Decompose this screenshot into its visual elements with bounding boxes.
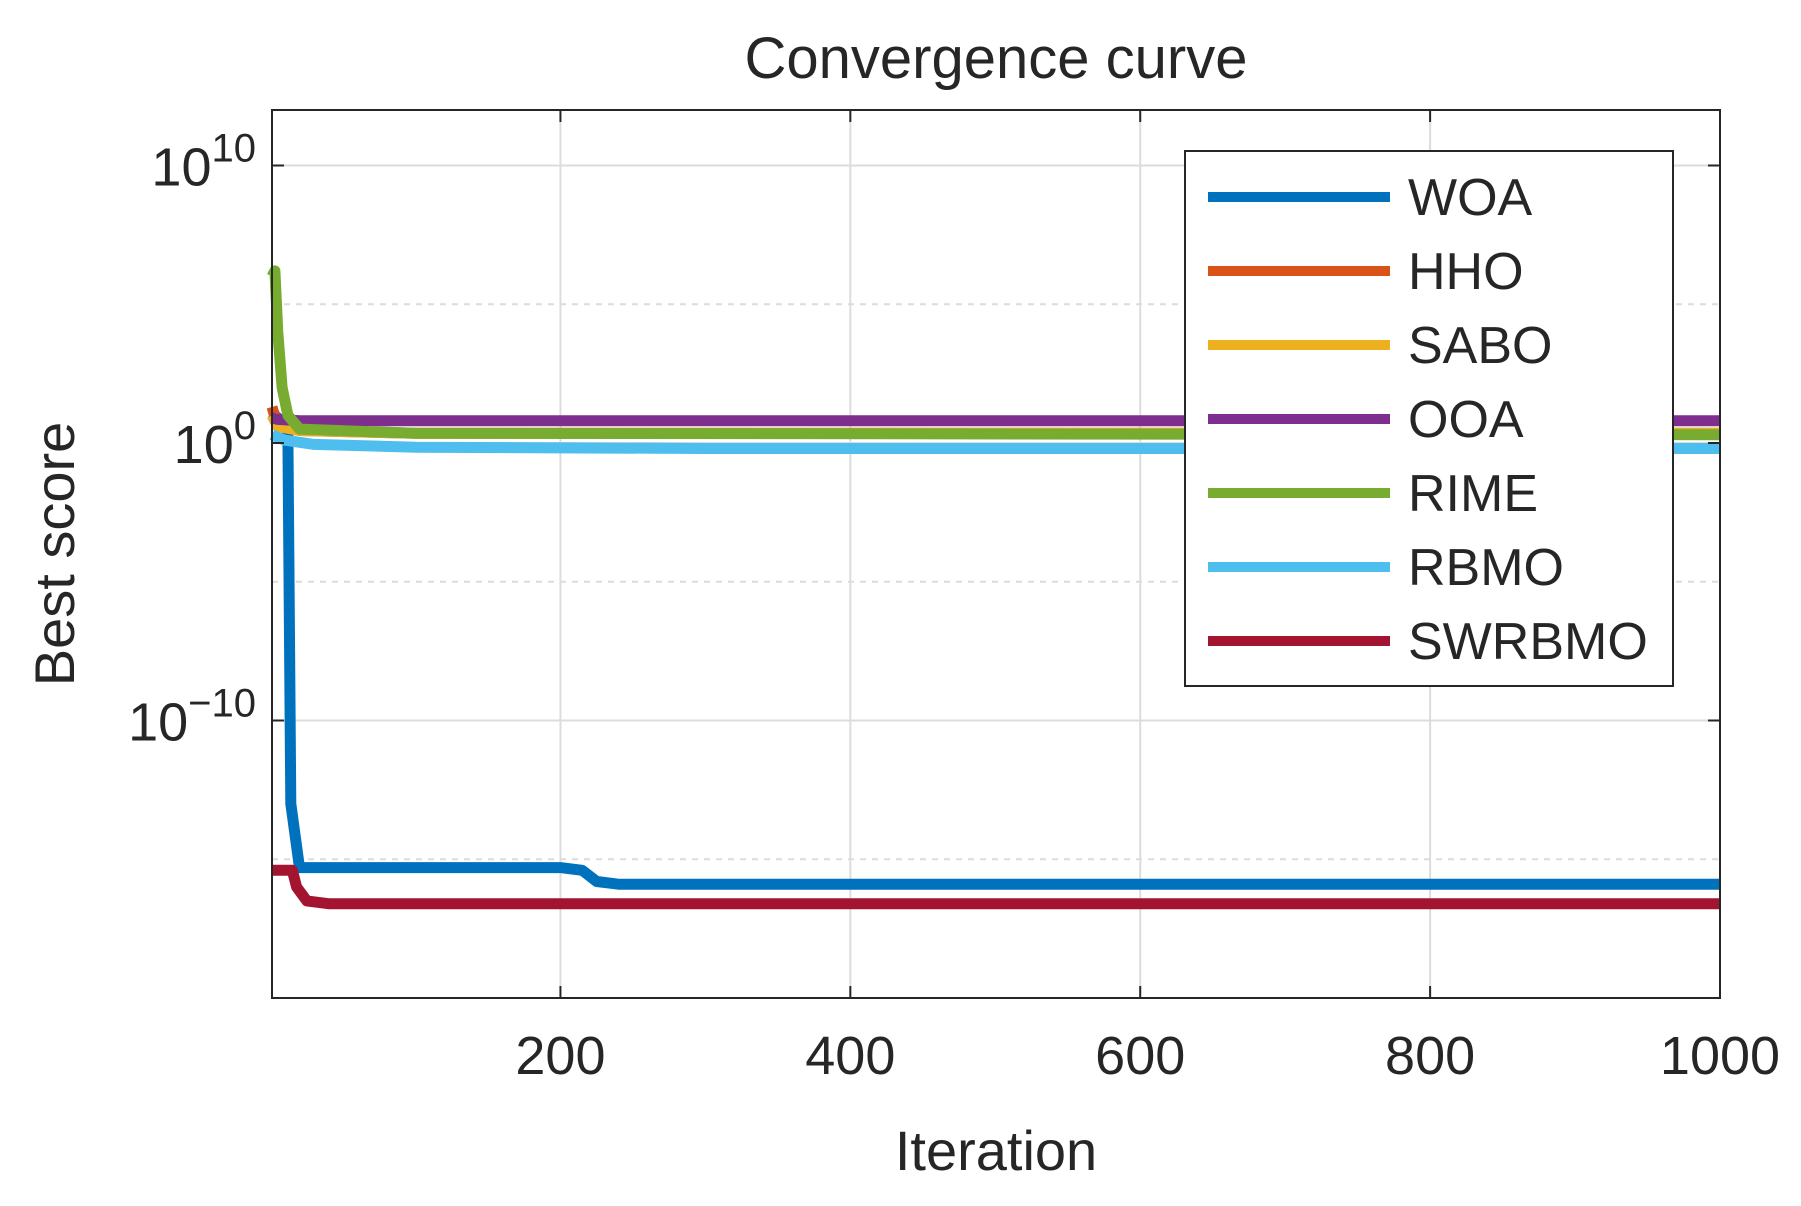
x-tick-label: 600	[1095, 1026, 1185, 1086]
legend-entries: WOA HHO SABO OOA RIME RBMO SWRBMO	[1208, 169, 1648, 671]
tick-layer: 200 400 600 800 1000 10−10 100 1010	[128, 110, 1780, 1086]
x-axis-label: Iteration	[895, 1119, 1097, 1182]
x-tick-label: 1000	[1660, 1026, 1780, 1086]
x-tick-label: 800	[1385, 1026, 1475, 1086]
y-axis-label: Best score	[23, 422, 86, 687]
legend-label-ooa: OOA	[1408, 391, 1524, 449]
series-line-rime	[267, 265, 1721, 441]
legend-label-hho: HHO	[1408, 243, 1524, 301]
legend-label-rbmo: RBMO	[1408, 539, 1564, 597]
x-tick-label: 200	[515, 1026, 605, 1086]
series-line-rbmo	[269, 429, 1720, 454]
y-tick-label: 1010	[151, 127, 256, 198]
series-line-swrbmo	[272, 864, 1720, 910]
legend-label-sabo: SABO	[1408, 317, 1553, 375]
y-tick-label: 100	[174, 404, 256, 475]
series-layer	[266, 265, 1721, 910]
legend-label-swrbmo: SWRBMO	[1408, 613, 1648, 671]
y-tick-label: 10−10	[128, 682, 256, 753]
chart-title: Convergence curve	[745, 26, 1248, 91]
legend: WOA HHO SABO OOA RIME RBMO SWRBMO	[1184, 150, 1674, 687]
legend-label-rime: RIME	[1408, 465, 1538, 523]
plot-frame	[271, 109, 1721, 999]
legend-label-woa: WOA	[1408, 169, 1533, 227]
x-tick-label: 400	[805, 1026, 895, 1086]
